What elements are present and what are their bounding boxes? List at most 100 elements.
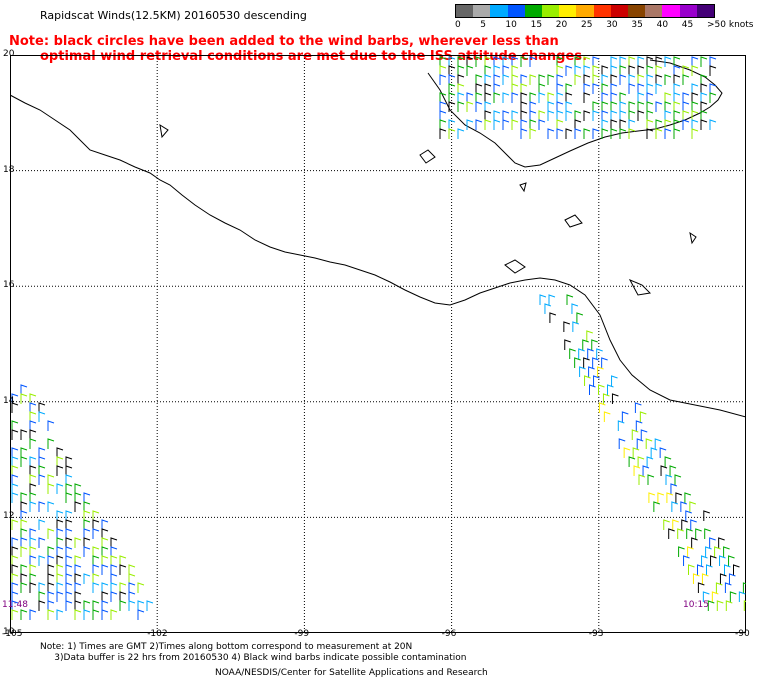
wind-barb — [119, 591, 127, 602]
wind-barb — [484, 65, 492, 76]
wind-barb — [709, 119, 717, 130]
wind-barb — [502, 92, 510, 103]
wind-barb — [673, 101, 681, 112]
wind-barb — [65, 573, 73, 584]
wind-barb — [47, 591, 55, 602]
wind-barb — [664, 456, 672, 467]
wind-barb — [574, 128, 582, 139]
wind-barb — [74, 492, 82, 503]
wind-barb — [592, 110, 600, 121]
wind-barb — [591, 339, 598, 350]
wind-barb — [710, 555, 717, 566]
wind-barb — [556, 56, 564, 67]
wind-barb — [587, 348, 594, 359]
wind-barb — [83, 519, 91, 530]
wind-barb — [583, 92, 591, 103]
footer-credit: NOAA/NESDIS/Center for Satellite Applica… — [215, 668, 488, 678]
wind-barb — [520, 128, 528, 139]
wind-barb — [74, 609, 82, 620]
wind-barb — [695, 528, 702, 539]
wind-barb — [511, 92, 519, 103]
wind-barb — [47, 582, 55, 593]
wind-barb — [38, 591, 46, 602]
wind-barb — [569, 348, 576, 359]
wind-barb — [92, 555, 100, 566]
wind-barb — [20, 564, 28, 575]
longitude-label: -96 — [441, 629, 457, 639]
wind-barb — [38, 456, 46, 467]
wind-barb — [574, 56, 582, 67]
wind-barb — [56, 537, 64, 548]
legend-swatch — [662, 5, 680, 17]
wind-barb — [101, 528, 109, 539]
wind-barb — [565, 65, 573, 76]
legend-swatch — [542, 5, 560, 17]
wind-barb — [700, 74, 708, 85]
wind-barb — [119, 600, 127, 611]
wind-barb — [583, 357, 590, 368]
wind-barb — [628, 119, 636, 130]
wind-barb — [610, 65, 618, 76]
island-outline — [519, 182, 527, 193]
wind-barb — [547, 74, 555, 85]
wind-barb — [439, 101, 447, 112]
wind-barb — [723, 546, 730, 557]
wind-barb — [547, 92, 555, 103]
wind-barb — [673, 92, 681, 103]
wind-barb — [673, 74, 681, 85]
wind-barb — [529, 128, 537, 139]
wind-barb — [83, 510, 91, 521]
wind-barb — [655, 83, 663, 94]
wind-barb — [682, 101, 690, 112]
wind-barb — [20, 492, 28, 503]
wind-barb — [733, 564, 740, 575]
wind-barb — [466, 65, 474, 76]
wind-barb — [11, 564, 19, 575]
wind-barb — [11, 555, 19, 566]
wind-barb — [11, 483, 19, 494]
wind-barb — [439, 119, 447, 130]
wind-barb — [563, 321, 571, 332]
wind-barb — [74, 537, 82, 548]
wind-barb — [47, 573, 55, 584]
wind-barb — [484, 92, 492, 103]
wind-barb — [83, 609, 91, 620]
wind-barb — [65, 537, 73, 548]
legend-label: 10 — [505, 20, 517, 30]
pacific-coastline — [10, 94, 746, 418]
legend-label: 0 — [455, 20, 461, 30]
wind-barb — [92, 573, 100, 584]
legend-swatch — [610, 5, 629, 17]
wind-barb — [618, 438, 626, 449]
wind-barb — [592, 56, 600, 67]
wind-barb — [38, 555, 46, 566]
wind-barb — [484, 110, 492, 121]
footer-note-line2: 3)Data buffer is 22 hrs from 20160530 4)… — [40, 653, 467, 663]
wind-barb — [56, 483, 64, 494]
wind-barb — [628, 83, 636, 94]
wind-barb — [520, 83, 528, 94]
wind-barb — [645, 438, 653, 449]
wind-barb — [582, 339, 589, 350]
wind-barb — [691, 83, 699, 94]
wind-barbs — [11, 56, 746, 620]
wind-barb — [672, 519, 679, 530]
wind-barb — [110, 555, 118, 566]
legend-swatch — [507, 5, 525, 17]
wind-barb — [621, 411, 629, 422]
wind-barb — [29, 492, 37, 503]
wind-barb — [619, 128, 627, 139]
wind-barb — [466, 92, 474, 103]
wind-barb — [603, 411, 611, 422]
wind-barb — [38, 411, 46, 422]
wind-barb — [601, 83, 609, 94]
wind-barb — [646, 92, 654, 103]
wind-barb — [655, 74, 663, 85]
wind-barb — [709, 56, 717, 67]
wind-barb — [714, 546, 721, 557]
wind-barb — [466, 56, 474, 67]
wind-barb — [110, 591, 118, 602]
wind-barb — [646, 74, 654, 85]
wind-barb — [601, 128, 609, 139]
latitude-label: 14 — [3, 395, 15, 406]
